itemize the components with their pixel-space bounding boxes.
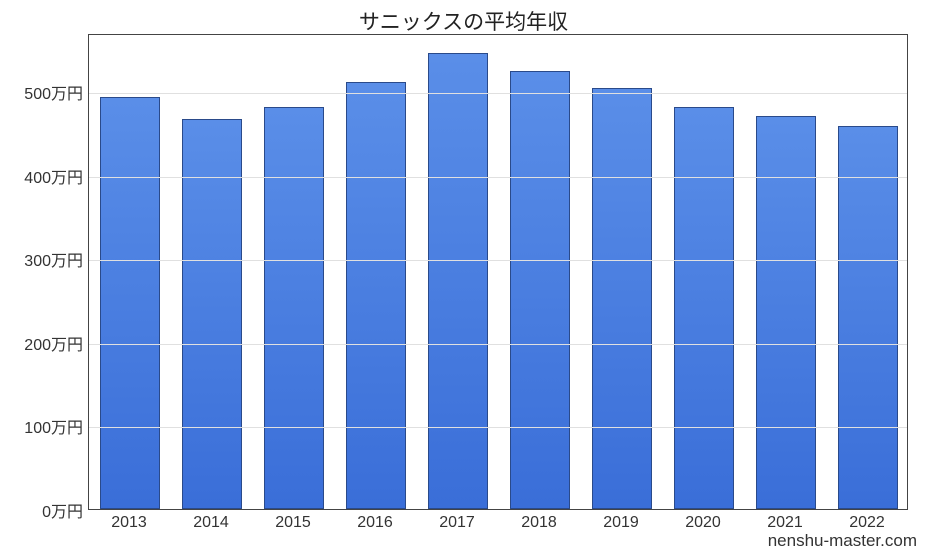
x-tick-label: 2019 bbox=[603, 514, 639, 532]
y-tick-label: 500万円 bbox=[24, 80, 83, 104]
x-tick-label: 2020 bbox=[685, 514, 721, 532]
x-tick-label: 2014 bbox=[193, 514, 229, 532]
gridline bbox=[89, 93, 907, 94]
chart-title: サニックスの平均年収 bbox=[0, 0, 927, 36]
gridline bbox=[89, 177, 907, 178]
bar bbox=[674, 107, 733, 509]
y-tick-label: 400万円 bbox=[24, 164, 83, 188]
bar bbox=[100, 97, 159, 509]
bar bbox=[510, 71, 569, 509]
x-tick-label: 2022 bbox=[849, 514, 885, 532]
y-tick-label: 300万円 bbox=[24, 247, 83, 271]
gridline bbox=[89, 260, 907, 261]
bar bbox=[592, 88, 651, 509]
bar bbox=[428, 53, 487, 509]
footer-credit: nenshu-master.com bbox=[768, 531, 917, 551]
bars-layer bbox=[89, 35, 907, 509]
bar bbox=[838, 126, 897, 509]
gridline bbox=[89, 344, 907, 345]
x-tick-label: 2013 bbox=[111, 514, 147, 532]
x-tick-label: 2016 bbox=[357, 514, 393, 532]
plot-area bbox=[88, 34, 908, 510]
y-tick-label: 100万円 bbox=[24, 414, 83, 438]
x-tick-label: 2015 bbox=[275, 514, 311, 532]
y-tick-label: 200万円 bbox=[24, 331, 83, 355]
gridline bbox=[89, 427, 907, 428]
y-tick-label: 0万円 bbox=[42, 498, 83, 522]
salary-chart: サニックスの平均年収 nenshu-master.com 0万円 100万円 200… bbox=[0, 0, 927, 555]
bar bbox=[264, 107, 323, 510]
x-tick-label: 2017 bbox=[439, 514, 475, 532]
x-tick-label: 2018 bbox=[521, 514, 557, 532]
bar bbox=[756, 116, 815, 509]
x-tick-label: 2021 bbox=[767, 514, 803, 532]
bar bbox=[346, 82, 405, 509]
